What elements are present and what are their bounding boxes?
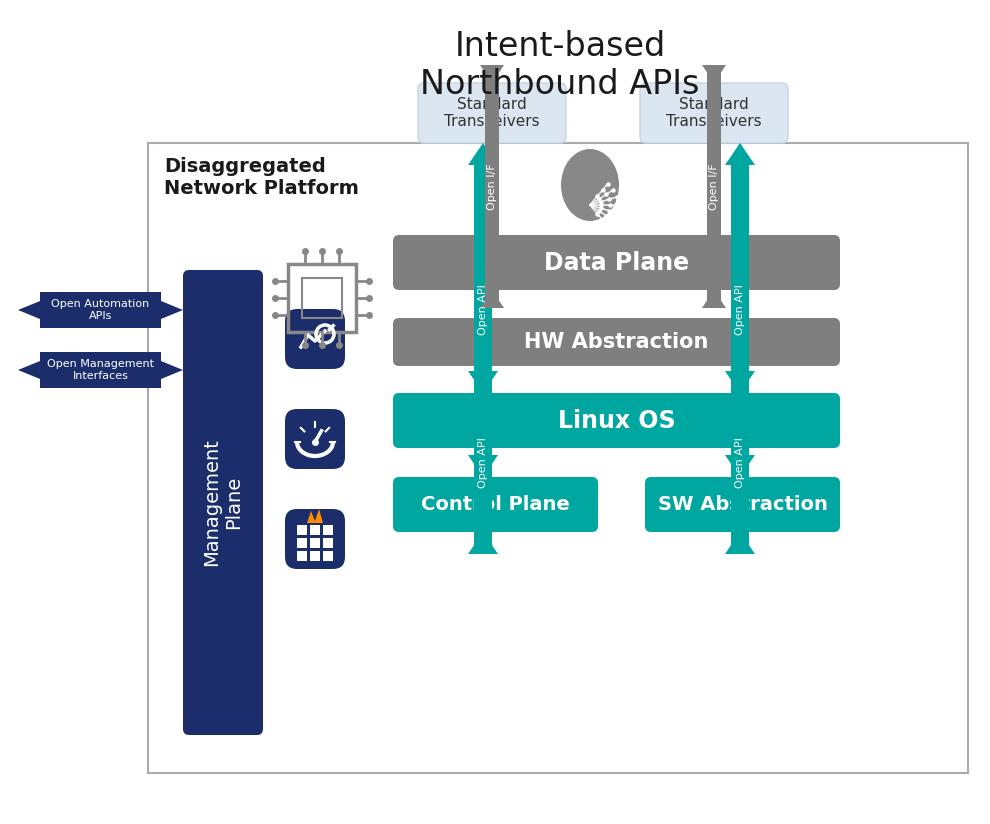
FancyBboxPatch shape bbox=[285, 409, 345, 469]
Text: SW Abstraction: SW Abstraction bbox=[657, 495, 828, 514]
FancyBboxPatch shape bbox=[393, 393, 840, 448]
FancyBboxPatch shape bbox=[393, 477, 598, 532]
Polygon shape bbox=[702, 290, 726, 308]
Bar bbox=[707, 65, 721, 308]
Bar bbox=[731, 165, 749, 455]
FancyBboxPatch shape bbox=[418, 83, 566, 143]
FancyBboxPatch shape bbox=[285, 309, 345, 369]
Text: HW Abstraction: HW Abstraction bbox=[525, 332, 709, 352]
FancyBboxPatch shape bbox=[393, 318, 840, 366]
Bar bbox=[297, 538, 307, 548]
Polygon shape bbox=[307, 509, 323, 523]
Polygon shape bbox=[18, 361, 40, 379]
Text: Control Plane: Control Plane bbox=[421, 495, 570, 514]
Text: Data Plane: Data Plane bbox=[544, 250, 689, 274]
Bar bbox=[297, 525, 307, 535]
Bar bbox=[310, 551, 320, 561]
Text: Linux OS: Linux OS bbox=[557, 409, 675, 433]
Bar bbox=[731, 371, 749, 554]
Bar bbox=[323, 551, 333, 561]
FancyBboxPatch shape bbox=[393, 235, 840, 290]
Text: Open Management
Interfaces: Open Management Interfaces bbox=[47, 359, 154, 381]
FancyBboxPatch shape bbox=[285, 509, 345, 569]
Text: Intent-based
Northbound APIs: Intent-based Northbound APIs bbox=[421, 30, 700, 101]
FancyBboxPatch shape bbox=[183, 270, 263, 735]
Bar bbox=[485, 65, 499, 308]
Ellipse shape bbox=[561, 149, 619, 221]
Polygon shape bbox=[480, 65, 504, 83]
Bar bbox=[310, 538, 320, 548]
Polygon shape bbox=[468, 371, 498, 393]
Polygon shape bbox=[725, 532, 755, 554]
Bar bbox=[474, 165, 492, 455]
Polygon shape bbox=[480, 290, 504, 308]
Text: Open Automation
APIs: Open Automation APIs bbox=[51, 299, 149, 321]
Bar bbox=[288, 264, 356, 332]
Text: Open I/F: Open I/F bbox=[709, 163, 719, 210]
Text: Standard
Transceivers: Standard Transceivers bbox=[445, 96, 540, 129]
Text: Open API: Open API bbox=[478, 284, 488, 335]
Polygon shape bbox=[468, 532, 498, 554]
Text: Open API: Open API bbox=[735, 284, 745, 335]
Polygon shape bbox=[725, 143, 755, 165]
Bar bbox=[302, 278, 343, 318]
Text: Disaggregated
Network Platform: Disaggregated Network Platform bbox=[164, 157, 358, 198]
Bar bbox=[323, 525, 333, 535]
FancyBboxPatch shape bbox=[645, 477, 840, 532]
Bar bbox=[297, 551, 307, 561]
Bar bbox=[310, 525, 320, 535]
Polygon shape bbox=[468, 455, 498, 477]
Text: Open I/F: Open I/F bbox=[487, 163, 497, 210]
Polygon shape bbox=[161, 361, 183, 379]
Bar bbox=[323, 538, 333, 548]
Text: Management
Plane: Management Plane bbox=[203, 438, 244, 566]
Text: Open API: Open API bbox=[478, 437, 488, 488]
Polygon shape bbox=[725, 371, 755, 393]
Polygon shape bbox=[468, 143, 498, 165]
Bar bbox=[40, 352, 161, 388]
Text: Open API: Open API bbox=[735, 437, 745, 488]
Polygon shape bbox=[161, 301, 183, 319]
Polygon shape bbox=[18, 301, 40, 319]
Polygon shape bbox=[725, 455, 755, 477]
FancyBboxPatch shape bbox=[640, 83, 788, 143]
Text: Standard
Transceivers: Standard Transceivers bbox=[666, 96, 762, 129]
Bar bbox=[148, 143, 968, 773]
Bar bbox=[40, 292, 161, 328]
Bar bbox=[474, 371, 492, 554]
Polygon shape bbox=[702, 65, 726, 83]
